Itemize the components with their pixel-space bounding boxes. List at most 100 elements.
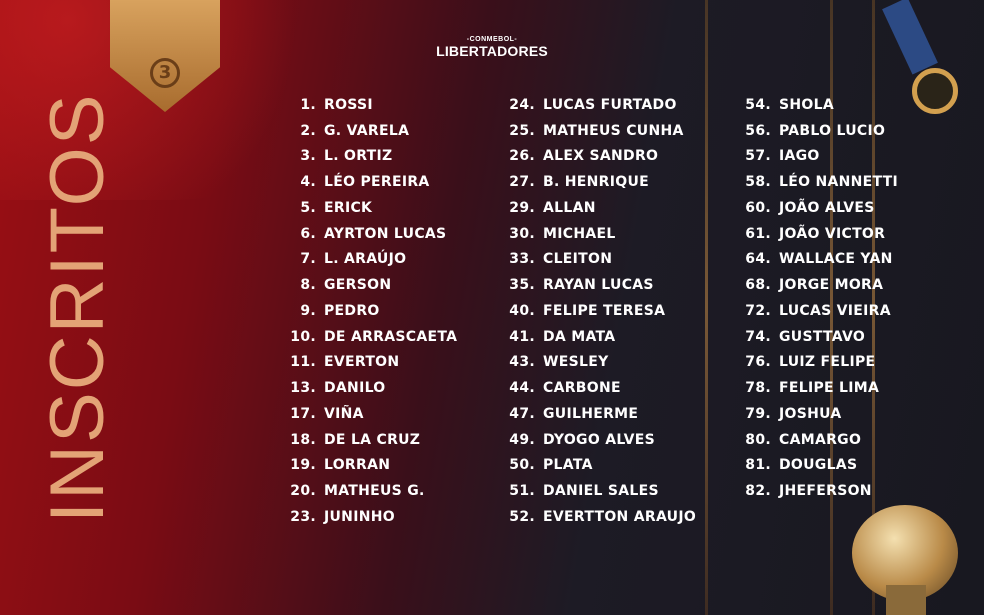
- player-row: 44. CARBONE: [500, 375, 696, 401]
- libertadores-logo: -CONMEBOL- LIBERTADORES: [434, 36, 550, 59]
- player-row: 13. DANILO: [286, 375, 457, 401]
- player-name: FELIPE LIMA: [779, 380, 880, 397]
- player-row: 27. B. HENRIQUE: [500, 169, 696, 195]
- player-number: 1.: [300, 96, 316, 113]
- player-row: 24. LUCAS FURTADO: [500, 92, 696, 118]
- trophy-base: [886, 585, 926, 615]
- player-name: SHOLA: [779, 96, 834, 113]
- player-name: DANILO: [324, 380, 386, 397]
- player-number: 33.: [509, 251, 535, 268]
- player-number: 56.: [745, 122, 771, 139]
- player-number: 52.: [509, 508, 535, 525]
- player-name: GUSTTAVO: [779, 328, 866, 345]
- player-row: 3. L. ORTIZ: [286, 144, 457, 170]
- player-name: MICHAEL: [543, 225, 616, 242]
- player-number: 43.: [509, 354, 535, 371]
- player-number: 81.: [745, 457, 771, 474]
- player-row: 79. JOSHUA: [736, 401, 898, 427]
- player-name: JORGE MORA: [779, 277, 884, 294]
- player-row: 6. AYRTON LUCAS: [286, 221, 457, 247]
- player-number: 10.: [290, 328, 316, 345]
- player-number: 2.: [300, 122, 316, 139]
- player-row: 76. LUIZ FELIPE: [736, 350, 898, 376]
- player-number: 13.: [290, 380, 316, 397]
- player-row: 60. JOÃO ALVES: [736, 195, 898, 221]
- player-number: 5.: [300, 199, 316, 216]
- player-number: 51.: [509, 483, 535, 500]
- player-name: DYOGO ALVES: [543, 431, 656, 448]
- player-name: GUILHERME: [543, 405, 639, 422]
- player-row: 4. LÉO PEREIRA: [286, 169, 457, 195]
- player-name: CARBONE: [543, 380, 621, 397]
- player-name: ALLAN: [543, 199, 596, 216]
- player-row: 64. WALLACE YAN: [736, 247, 898, 273]
- player-number: 24.: [509, 96, 535, 113]
- player-number: 57.: [745, 148, 771, 165]
- player-row: 29. ALLAN: [500, 195, 696, 221]
- player-name: RAYAN LUCAS: [543, 277, 654, 294]
- player-number: 47.: [509, 405, 535, 422]
- player-row: 82. JHEFERSON: [736, 478, 898, 504]
- player-row: 51. DANIEL SALES: [500, 478, 696, 504]
- player-number: 17.: [290, 405, 316, 422]
- player-row: 35. RAYAN LUCAS: [500, 272, 696, 298]
- player-name: ERICK: [324, 199, 373, 216]
- player-row: 19. LORRAN: [286, 453, 457, 479]
- player-number: 50.: [509, 457, 535, 474]
- player-number: 49.: [509, 431, 535, 448]
- logo-org: -CONMEBOL-: [466, 36, 518, 43]
- player-row: 80. CAMARGO: [736, 427, 898, 453]
- player-row: 58. LÉO NANNETTI: [736, 169, 898, 195]
- player-number: 9.: [300, 302, 316, 319]
- player-name: IAGO: [779, 148, 820, 165]
- player-row: 8. GERSON: [286, 272, 457, 298]
- logo-competition: LIBERTADORES: [436, 43, 548, 59]
- player-number: 6.: [300, 225, 316, 242]
- player-number: 58.: [745, 174, 771, 191]
- player-name: LUIZ FELIPE: [779, 354, 876, 371]
- player-name: PLATA: [543, 457, 593, 474]
- player-row: 52. EVERTTON ARAUJO: [500, 504, 696, 530]
- player-row: 1. ROSSI: [286, 92, 457, 118]
- medal-ribbon-icon: [882, 0, 938, 75]
- player-number: 29.: [509, 199, 535, 216]
- player-number: 19.: [290, 457, 316, 474]
- player-number: 76.: [745, 354, 771, 371]
- player-name: DE ARRASCAETA: [324, 328, 458, 345]
- player-number: 80.: [745, 431, 771, 448]
- decorative-streak: [830, 0, 833, 615]
- player-column-3: 54. SHOLA 56. PABLO LUCIO 57. IAGO 58. LÉO NANN…: [736, 92, 898, 504]
- player-name: LORRAN: [324, 457, 391, 474]
- player-number: 68.: [745, 277, 771, 294]
- player-row: 43. WESLEY: [500, 350, 696, 376]
- player-number: 18.: [290, 431, 316, 448]
- player-number: 11.: [290, 354, 316, 371]
- player-number: 79.: [745, 405, 771, 422]
- player-number: 64.: [745, 251, 771, 268]
- player-name: L. ORTIZ: [324, 148, 393, 165]
- player-name: DA MATA: [543, 328, 616, 345]
- player-row: 30. MICHAEL: [500, 221, 696, 247]
- player-name: JHEFERSON: [779, 483, 872, 500]
- decorative-streak: [705, 0, 708, 615]
- player-name: CAMARGO: [779, 431, 862, 448]
- player-name: B. HENRIQUE: [543, 174, 649, 191]
- player-name: PABLO LUCIO: [779, 122, 886, 139]
- player-name: GERSON: [324, 277, 392, 294]
- player-name: JOÃO ALVES: [779, 199, 875, 216]
- player-row: 20. MATHEUS G.: [286, 478, 457, 504]
- player-row: 25. MATHEUS CUNHA: [500, 118, 696, 144]
- player-row: 17. VIÑA: [286, 401, 457, 427]
- player-row: 56. PABLO LUCIO: [736, 118, 898, 144]
- player-row: 5. ERICK: [286, 195, 457, 221]
- player-row: 7. L. ARAÚJO: [286, 247, 457, 273]
- player-name: JOÃO VICTOR: [779, 225, 886, 242]
- player-row: 23. JUNINHO: [286, 504, 457, 530]
- player-row: 26. ALEX SANDRO: [500, 144, 696, 170]
- player-number: 27.: [509, 174, 535, 191]
- player-number: 3.: [300, 148, 316, 165]
- player-number: 26.: [509, 148, 535, 165]
- player-number: 74.: [745, 328, 771, 345]
- player-row: 81. DOUGLAS: [736, 453, 898, 479]
- player-name: L. ARAÚJO: [324, 251, 407, 268]
